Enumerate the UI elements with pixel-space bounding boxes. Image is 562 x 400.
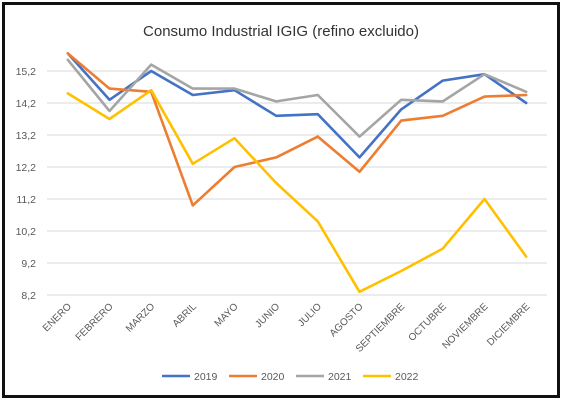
y-tick-label: 9,2 bbox=[21, 258, 36, 270]
legend-label-2019: 2019 bbox=[194, 371, 218, 383]
x-tick-label: AGOSTO bbox=[328, 301, 366, 339]
series-line-2022 bbox=[66, 88, 528, 294]
legend-label-2020: 2020 bbox=[261, 371, 285, 383]
x-tick-label: OCTUBRE bbox=[407, 301, 450, 344]
x-tick-label: FEBRERO bbox=[74, 301, 116, 343]
x-tick-label: DICIEMBRE bbox=[485, 301, 532, 348]
y-tick-label: 13,2 bbox=[16, 130, 37, 142]
series-lines bbox=[66, 52, 528, 294]
y-tick-label: 8,2 bbox=[21, 290, 36, 302]
legend-label-2022: 2022 bbox=[395, 371, 419, 383]
y-tick-label: 10,2 bbox=[16, 226, 37, 238]
legend: 2019 2020 2021 2022 bbox=[162, 371, 419, 383]
chart-title: Consumo Industrial IGIG (refino excluido… bbox=[143, 23, 419, 40]
x-tick-label: MARZO bbox=[124, 301, 157, 334]
x-tick-label: ENERO bbox=[41, 301, 74, 334]
x-tick-label: MAYO bbox=[213, 301, 241, 329]
gridlines bbox=[47, 70, 547, 296]
y-tick-label: 14,2 bbox=[16, 98, 37, 110]
y-tick-label: 12,2 bbox=[16, 162, 37, 174]
legend-label-2021: 2021 bbox=[328, 371, 352, 383]
x-tick-label: ABRIL bbox=[171, 301, 200, 330]
y-tick-label: 15,2 bbox=[16, 66, 37, 78]
x-axis-ticks: ENERO FEBRERO MARZO ABRIL MAYO JUNIO JULIO AGOS… bbox=[41, 301, 532, 355]
series-line-2021 bbox=[66, 58, 528, 138]
y-tick-label: 11,2 bbox=[16, 194, 36, 206]
series-line-2019 bbox=[66, 52, 528, 159]
y-axis-ticks: 15,2 14,2 13,2 12,2 11,2 10,2 9,2 8,2 bbox=[16, 66, 37, 302]
x-tick-label: JULIO bbox=[296, 301, 324, 329]
x-tick-label: JUNIO bbox=[253, 301, 282, 330]
series-line-2020 bbox=[66, 52, 528, 207]
